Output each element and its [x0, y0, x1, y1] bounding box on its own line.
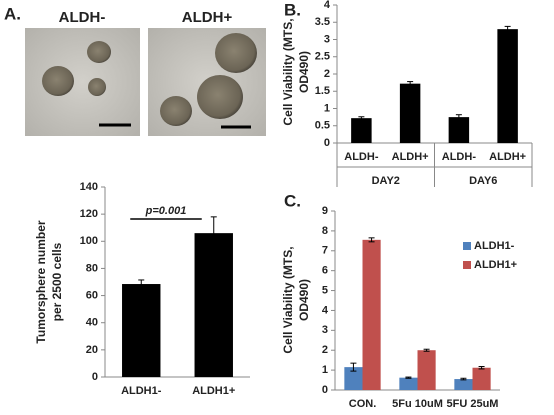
y-tick-label: 5	[322, 284, 328, 296]
group-label: DAY6	[469, 175, 497, 187]
bar	[448, 117, 470, 143]
y-tick-label: 3	[324, 33, 330, 45]
x-tick-label: 5FU 25uM	[447, 398, 499, 410]
image-label: ALDH+	[182, 9, 233, 26]
micrograph	[25, 28, 140, 136]
legend-swatch	[463, 261, 471, 269]
y-tick-label: 7	[322, 245, 328, 257]
x-tick-label: CON.	[349, 398, 377, 410]
y-tick-label: 4	[322, 304, 329, 316]
y-tick-label: 2	[324, 68, 330, 80]
legend-label: ALDH1-	[474, 240, 515, 252]
error-bar	[407, 81, 414, 87]
y-tick-label: 8	[322, 225, 328, 237]
y-tick-label: 6	[322, 265, 328, 277]
bar	[351, 118, 372, 143]
x-tick-label: ALDH+	[489, 151, 526, 163]
y-tick-label: 20	[86, 344, 98, 356]
y-tick-label: 100	[80, 235, 98, 247]
y-axis-label: OD490)	[297, 51, 311, 93]
x-tick-label: 5Fu 10uM	[392, 398, 443, 410]
y-tick-label: 2.5	[315, 51, 330, 63]
y-tick-label: 3	[322, 324, 328, 336]
error-bar	[423, 348, 430, 352]
error-bar	[405, 376, 412, 379]
y-tick-label: 1	[322, 364, 328, 376]
y-axis-label: Cell Viability (MTS,	[281, 246, 295, 353]
y-axis-label: per 2500 cells	[50, 242, 64, 321]
group-label: DAY2	[372, 175, 400, 187]
bar	[344, 367, 363, 390]
y-tick-label: 2	[322, 344, 328, 356]
x-tick-label: ALDH-	[442, 151, 477, 163]
error-bar	[358, 116, 365, 121]
bar	[194, 233, 233, 377]
y-tick-label: 80	[86, 262, 98, 274]
y-tick-label: 0	[92, 371, 98, 383]
y-tick-label: 40	[86, 317, 98, 329]
y-axis-label: Tumorsphere number	[34, 220, 48, 343]
bar	[399, 83, 421, 143]
x-tick-label: ALDH1-	[121, 385, 162, 397]
y-tick-label: 0.5	[315, 120, 330, 132]
error-bar	[504, 25, 511, 33]
micrograph	[148, 28, 266, 136]
annotation: p=0.001	[145, 205, 187, 217]
bar	[417, 350, 436, 390]
error-bar	[478, 366, 485, 370]
y-tick-label: 1.5	[315, 85, 330, 97]
y-axis-label: OD490)	[297, 279, 311, 321]
legend-label: ALDH1+	[474, 259, 517, 271]
y-axis-label: Cell Viability (MTS,	[281, 18, 295, 125]
y-tick-label: 140	[80, 181, 98, 193]
y-tick-label: 0	[324, 137, 330, 149]
bar	[122, 284, 161, 377]
bar	[399, 377, 418, 390]
y-tick-label: 4	[324, 0, 331, 11]
image-label: ALDH-	[59, 9, 106, 26]
x-tick-label: ALDH+	[392, 151, 429, 163]
error-bar	[350, 362, 357, 372]
error-bar	[138, 279, 145, 289]
y-tick-label: 3.5	[315, 16, 330, 28]
error-bar	[455, 114, 462, 121]
x-tick-label: ALDH1+	[192, 385, 235, 397]
legend-swatch	[463, 242, 471, 250]
error-bar	[368, 237, 375, 243]
x-tick-label: ALDH-	[344, 151, 379, 163]
y-tick-label: 0	[322, 384, 328, 396]
panel-label: B.	[284, 0, 301, 19]
y-tick-label: 9	[322, 205, 328, 217]
error-bar	[460, 377, 467, 381]
bar	[454, 379, 473, 390]
panel-label: A.	[4, 4, 21, 23]
y-tick-label: 1	[324, 102, 330, 114]
bar	[472, 367, 491, 390]
bar	[362, 239, 381, 390]
y-tick-label: 60	[86, 289, 98, 301]
panel-label: C.	[284, 191, 301, 210]
error-bar	[210, 216, 217, 250]
bar	[497, 29, 518, 143]
y-tick-label: 120	[80, 208, 98, 220]
